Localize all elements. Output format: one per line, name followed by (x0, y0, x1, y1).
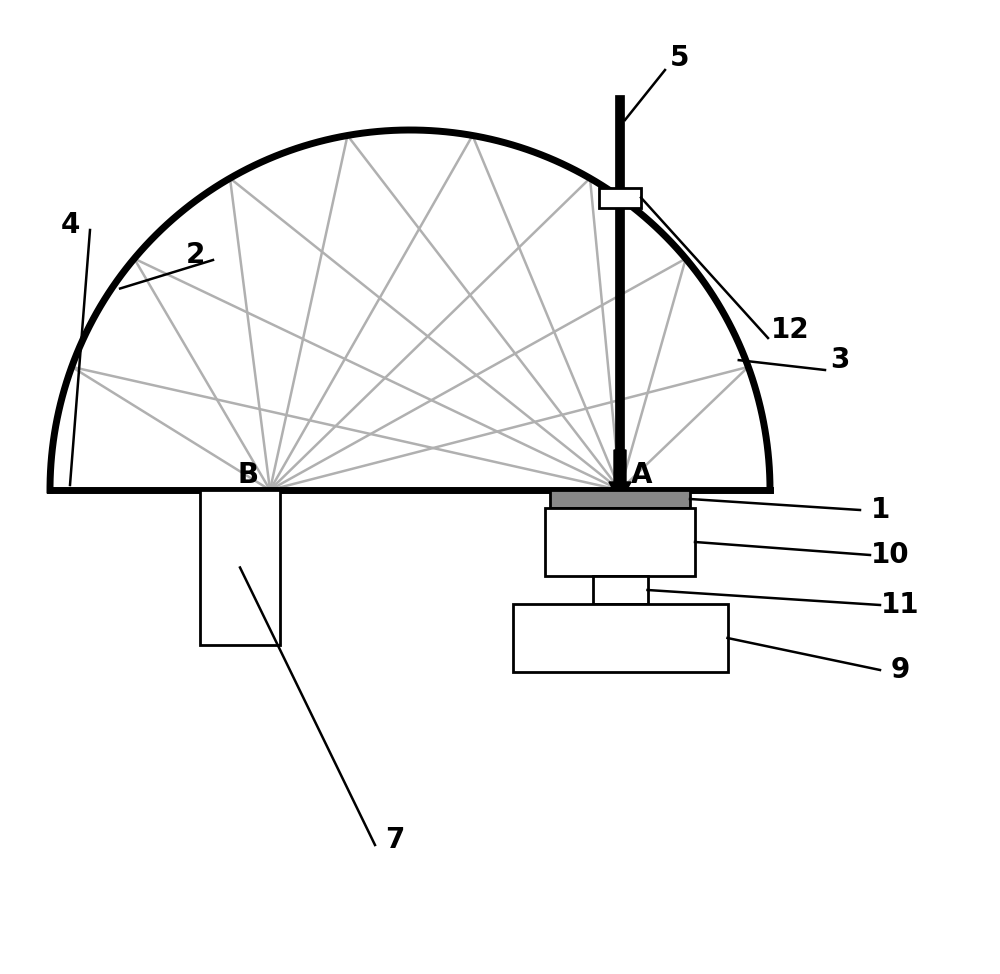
Text: B: B (237, 461, 259, 489)
Text: A: A (631, 461, 653, 489)
Text: 10: 10 (871, 541, 909, 569)
Text: 11: 11 (881, 591, 919, 619)
FancyArrow shape (609, 450, 631, 502)
Text: 2: 2 (185, 241, 205, 269)
Text: 12: 12 (771, 316, 809, 344)
Text: 7: 7 (385, 826, 405, 854)
Text: 9: 9 (890, 656, 910, 684)
Bar (545, 508, 695, 576)
Text: 1: 1 (870, 496, 890, 524)
Bar (599, 188, 641, 207)
Text: 4: 4 (60, 211, 80, 239)
Text: 3: 3 (830, 346, 850, 374)
Bar (550, 490, 690, 508)
Text: 5: 5 (670, 44, 690, 72)
Bar (592, 576, 648, 604)
Bar (512, 604, 728, 672)
Bar (200, 490, 280, 645)
